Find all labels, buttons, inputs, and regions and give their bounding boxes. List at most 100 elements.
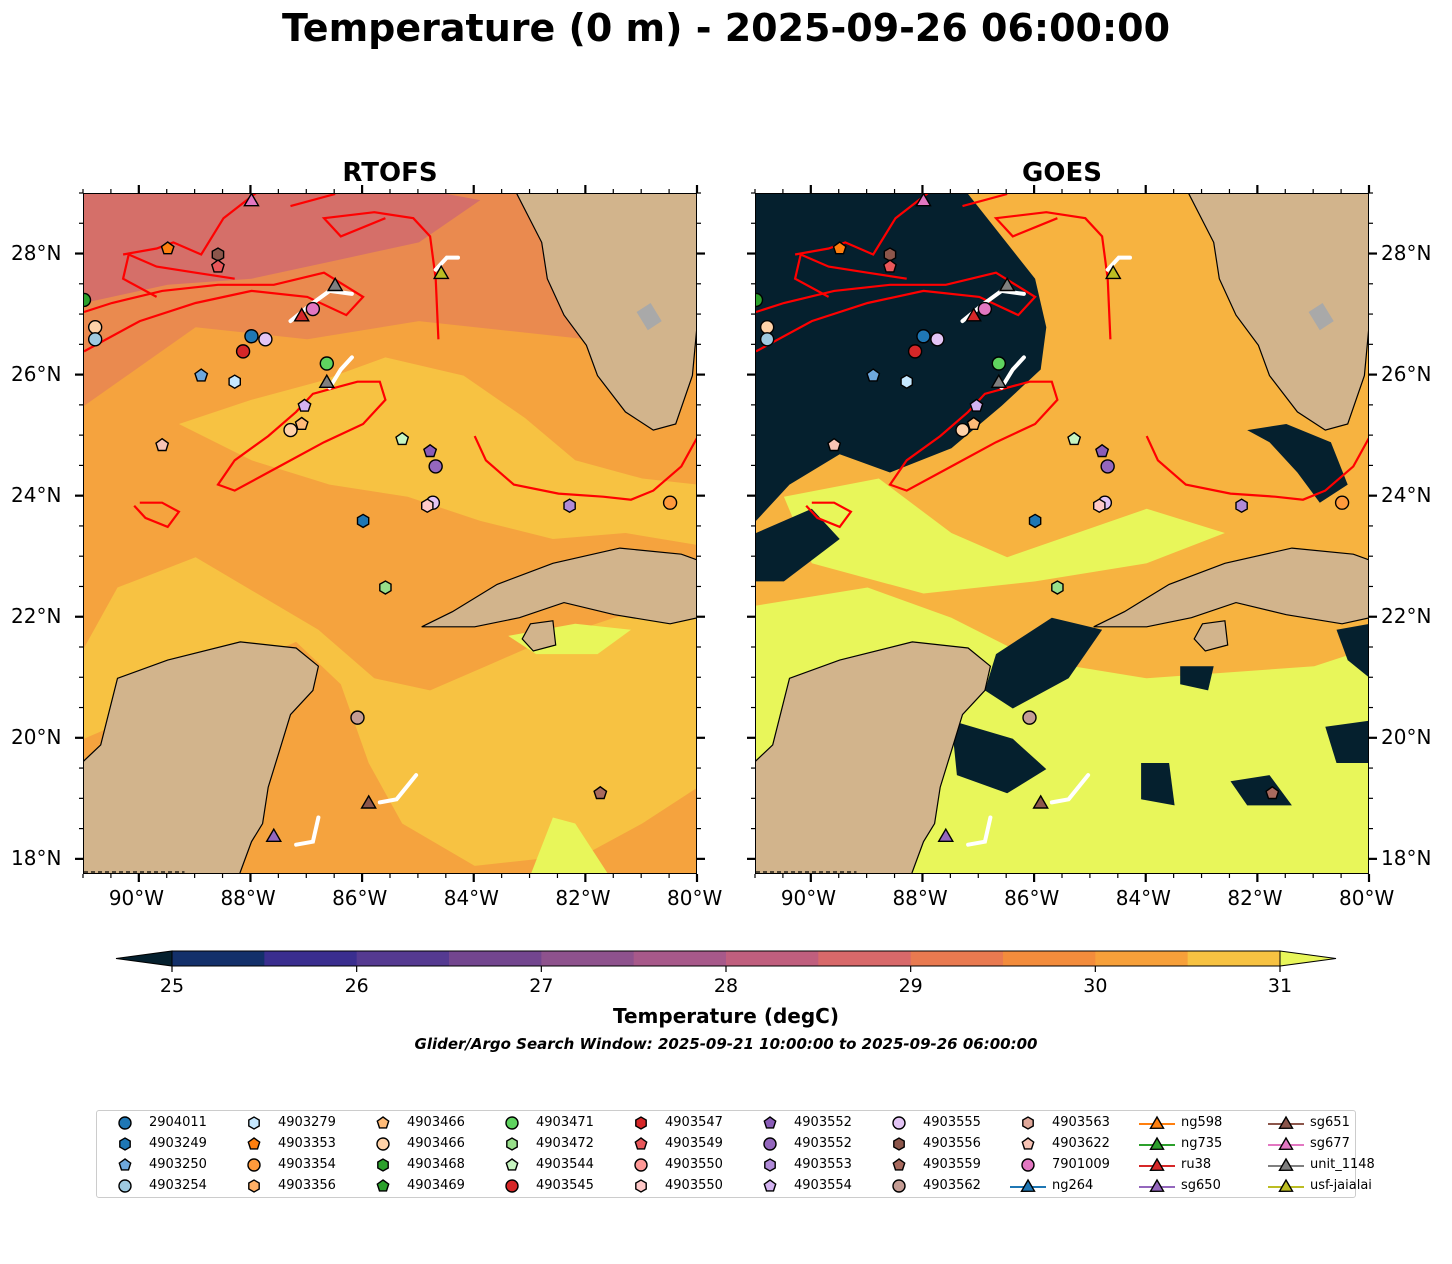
colorbar-segment [633,951,727,966]
platform-marker [210,259,225,273]
legend-marker [377,1158,389,1172]
legend-label: sg650 [1181,1178,1221,1193]
cloud-mask-nw [756,194,1047,521]
legend-marker [118,1179,132,1193]
cloud-mask-west [756,508,840,582]
colorbar-extend-high [1279,950,1337,967]
platform-marker [907,344,923,359]
cloud-mask-channel [984,617,1103,709]
land-cuba [421,547,696,628]
colorbar-segment [172,951,265,966]
legend-label: 4903249 [149,1136,207,1151]
x-tick-label: 82°W [1227,886,1283,910]
platform-marker [428,459,443,474]
platform-marker [966,416,981,431]
platform-marker [235,344,251,359]
platform-marker [395,431,410,446]
legend-marker [376,1137,390,1151]
legend-label: sg651 [1310,1115,1350,1130]
sst-contour-red [133,501,181,529]
legend-marker-shape [1278,1136,1294,1151]
legend-marker-shape [634,1158,648,1172]
x-tick-label: 88°W [892,886,948,910]
platform-marker [1067,431,1082,446]
legend: 2904011 4903249 4903250 4903254 4903279 49033… [96,1110,1375,1198]
colorbar-tick-label: 31 [1267,975,1293,997]
legend-label: 4903559 [923,1157,981,1172]
legend-label: 4903353 [278,1136,336,1151]
legend-marker [248,1179,260,1193]
sst-contour-red [756,271,1037,353]
legend-marker [763,1137,777,1151]
legend-marker [376,1116,390,1129]
platform-marker [305,301,321,317]
legend-marker-shape [893,1137,905,1151]
colorbar-segment [356,951,450,966]
legend-marker-shape [247,1158,261,1172]
legend-marker-shape [1149,1178,1165,1193]
legend-marker [505,1158,519,1171]
legend-marker-shape [247,1137,261,1150]
colorbar-segment [541,951,635,966]
legend-marker-shape [892,1179,906,1193]
colorbar-tick-label: 27 [529,975,554,997]
legend-marker [1139,1178,1175,1193]
platform-marker [916,329,931,344]
x-tick-label: 82°W [555,886,611,910]
platform-marker [360,794,377,809]
legend-label: 4903545 [536,1178,594,1193]
goes-map [755,193,1369,874]
legend-marker [892,1116,906,1130]
legend-marker-shape [763,1116,777,1129]
platform-marker [319,356,335,371]
legend-label: ru38 [1181,1157,1212,1172]
warm-sst-caribbean [84,557,696,866]
colorbar-segment [1095,951,1189,966]
platform-marker [756,292,764,308]
legend-marker-shape [1022,1116,1034,1130]
y-tick-label: 24°N [1381,482,1432,507]
platform-marker [563,498,576,514]
panel-title-rtofs: RTOFS [342,158,438,188]
colorbar-segment [449,951,542,966]
figure-title: Temperature (0 m) - 2025-09-26 06:00:00 [281,6,1171,50]
sst-contour-red [122,194,257,256]
y-tick-label: 18°N [11,845,62,870]
colorbar-segment [818,951,912,966]
platform-marker [1051,580,1064,595]
colorbar-segment [1003,951,1096,966]
legend-label: 4903254 [149,1178,207,1193]
x-tick-label: 80°W [667,886,723,910]
platform-marker [243,194,260,207]
colorbar-segment [910,951,1004,966]
platform-marker [1104,264,1122,280]
platform-marker [991,356,1007,371]
legend-marker [119,1137,131,1151]
y-tick-label: 20°N [11,724,62,749]
legend-marker [1139,1115,1175,1130]
legend-label: 4903356 [278,1178,336,1193]
cloud-mask-patch [1325,720,1368,763]
platform-marker [294,416,309,431]
legend-label: unit_1148 [1310,1157,1375,1172]
legend-marker [1022,1116,1034,1130]
legend-marker [1268,1136,1304,1151]
land-yucatan [84,641,320,873]
legend-label: 4903544 [536,1157,594,1172]
platform-marker [432,264,450,280]
platform-marker [228,374,242,390]
legend-marker [764,1158,776,1172]
legend-marker-shape [1149,1157,1165,1172]
colorbar-tick-label: 25 [159,975,185,997]
sst-region-29c [84,194,587,406]
y-tick-label: 20°N [1381,724,1432,749]
legend-label: 4903563 [1052,1115,1110,1130]
colorbar-label: Temperature (degC) [613,1004,839,1028]
platform-marker [827,437,842,452]
platform-marker [244,329,259,344]
y-tick-label: 22°N [1381,603,1432,628]
platform-marker [900,374,914,390]
legend-marker-shape [505,1179,519,1193]
cloud-mask-patch [1180,666,1214,691]
platform-marker [423,443,438,458]
